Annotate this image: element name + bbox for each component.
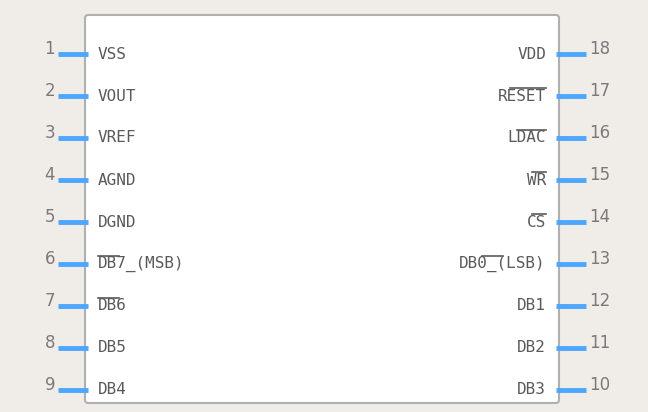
- Text: WR: WR: [527, 173, 546, 187]
- Text: DB7_(MSB): DB7_(MSB): [98, 256, 185, 272]
- Text: VSS: VSS: [98, 47, 127, 61]
- Text: 10: 10: [589, 376, 610, 394]
- Text: DB0_(LSB): DB0_(LSB): [459, 256, 546, 272]
- Text: DB5: DB5: [98, 340, 127, 356]
- Text: VREF: VREF: [98, 131, 137, 145]
- Text: VDD: VDD: [517, 47, 546, 61]
- Text: AGND: AGND: [98, 173, 137, 187]
- Text: 14: 14: [589, 208, 610, 226]
- Text: 4: 4: [45, 166, 55, 184]
- Text: CS: CS: [527, 215, 546, 229]
- Text: DB2: DB2: [517, 340, 546, 356]
- FancyBboxPatch shape: [85, 15, 559, 403]
- Text: DB4: DB4: [98, 382, 127, 398]
- Text: 5: 5: [45, 208, 55, 226]
- Text: 2: 2: [44, 82, 55, 100]
- Text: 15: 15: [589, 166, 610, 184]
- Text: VOUT: VOUT: [98, 89, 137, 103]
- Text: DB3: DB3: [517, 382, 546, 398]
- Text: 3: 3: [44, 124, 55, 142]
- Text: 8: 8: [45, 334, 55, 352]
- Text: DB6: DB6: [98, 299, 127, 314]
- Text: 7: 7: [45, 292, 55, 310]
- Text: LDAC: LDAC: [507, 131, 546, 145]
- Text: 17: 17: [589, 82, 610, 100]
- Text: 11: 11: [589, 334, 610, 352]
- Text: 6: 6: [45, 250, 55, 268]
- Text: 12: 12: [589, 292, 610, 310]
- Text: 13: 13: [589, 250, 610, 268]
- Text: RESET: RESET: [498, 89, 546, 103]
- Text: DB1: DB1: [517, 299, 546, 314]
- Text: 16: 16: [589, 124, 610, 142]
- Text: 18: 18: [589, 40, 610, 58]
- Text: 1: 1: [44, 40, 55, 58]
- Text: 9: 9: [45, 376, 55, 394]
- Text: DGND: DGND: [98, 215, 137, 229]
